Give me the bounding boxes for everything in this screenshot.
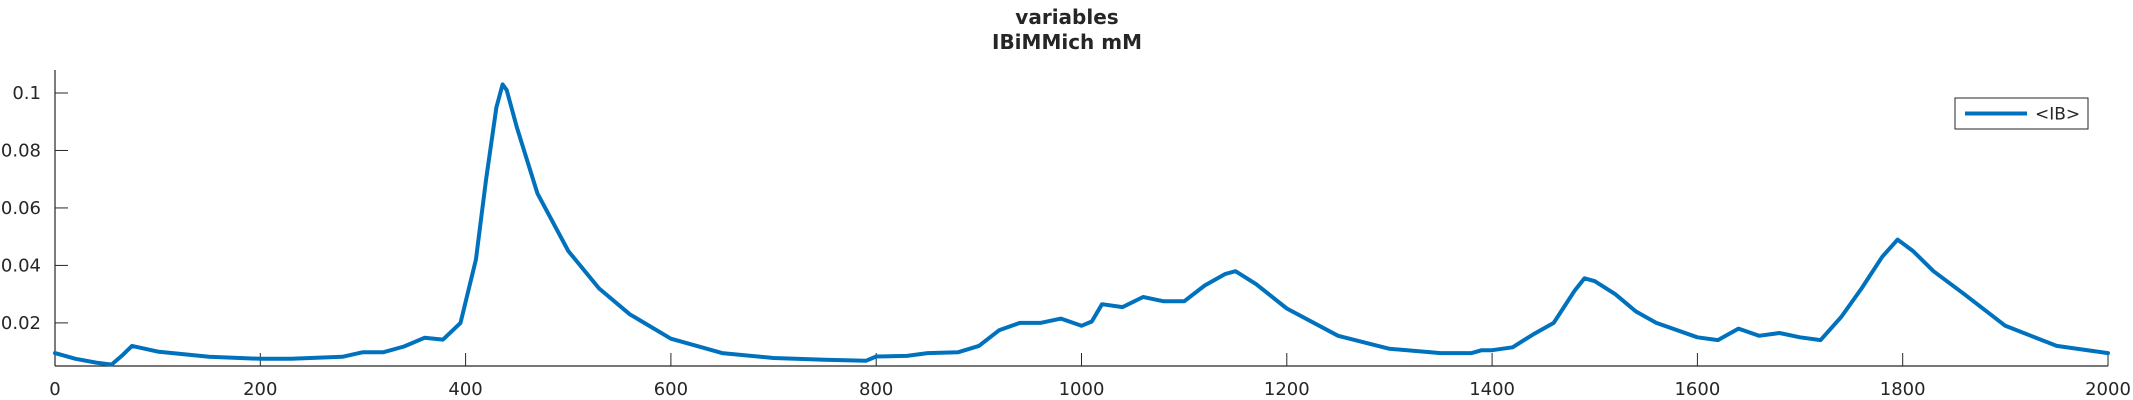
legend: <IB>: [1954, 97, 2089, 130]
y-tick-label: 0.06: [1, 198, 41, 219]
chart-title: variables: [1015, 5, 1118, 29]
x-tick-label: 1200: [1264, 379, 1310, 400]
x-tick-label: 1800: [1880, 379, 1926, 400]
legend-entry: <IB>: [2035, 105, 2080, 125]
x-tick-label: 600: [654, 379, 688, 400]
y-tick-label: 0.04: [1, 255, 41, 276]
x-tick-label: 200: [243, 379, 277, 400]
x-tick-label: 0: [49, 379, 60, 400]
x-tick-label: 1600: [1674, 379, 1720, 400]
y-tick-label: 0.02: [1, 313, 41, 334]
series-line: [53, 82, 2110, 367]
x-tick-label: 1000: [1059, 379, 1105, 400]
x-tick-label: 1400: [1469, 379, 1515, 400]
x-tick-label: 2000: [2085, 379, 2131, 400]
axes: 0 200 400 600 800 1000 1200 1400 1600 1800 2000 0.0…: [1, 70, 2131, 400]
chart-subtitle: IBiMMich mM: [992, 30, 1142, 54]
series-lines: [53, 82, 2110, 367]
y-tick-label: 0.1: [12, 83, 41, 104]
y-tick-label: 0.08: [1, 140, 41, 161]
x-tick-label: 800: [859, 379, 893, 400]
x-tick-label: 400: [448, 379, 482, 400]
